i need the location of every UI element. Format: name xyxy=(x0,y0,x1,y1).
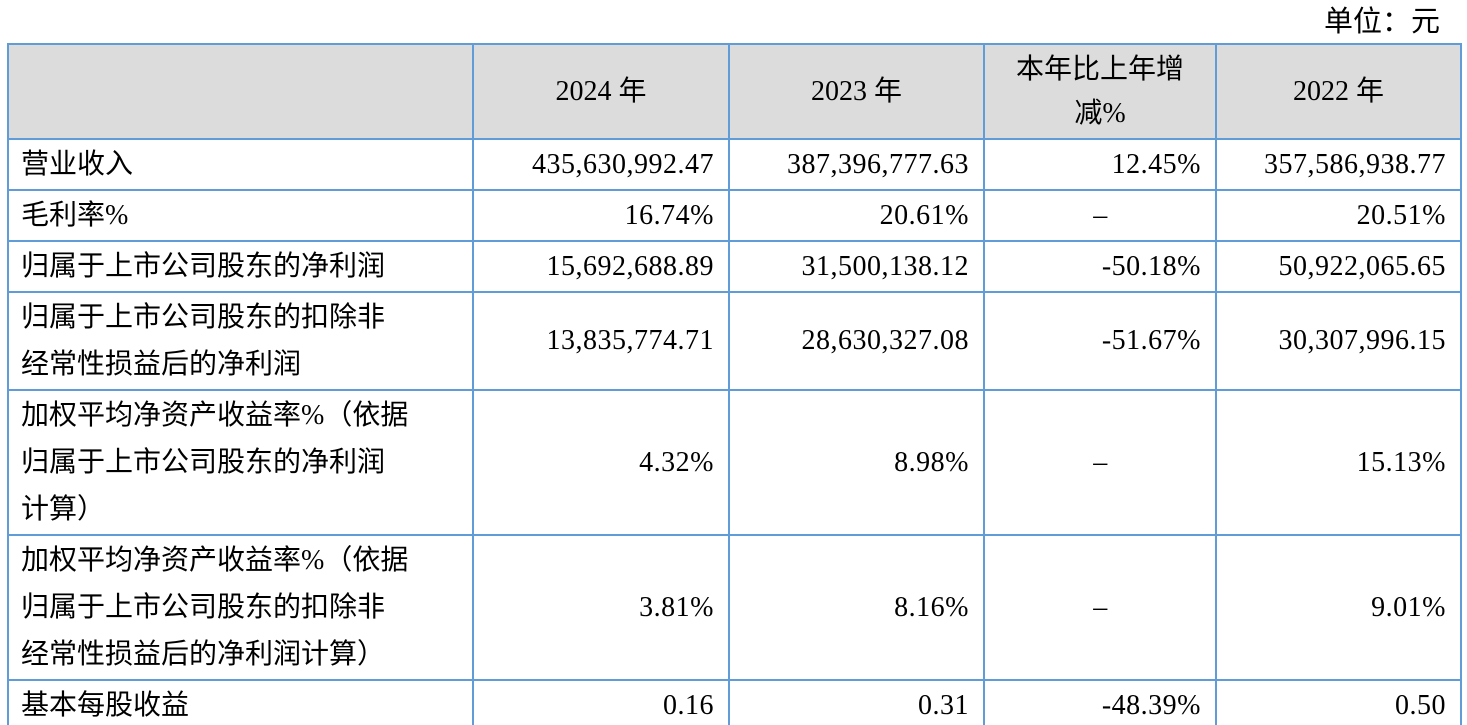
column-header-yoy-change: 本年比上年增 减% xyxy=(983,43,1217,140)
revenue-2023-value: 387,396,777.63 xyxy=(728,138,985,191)
table-row-weighted-roe-excl-nonrecurring: 加权平均净资产收益率%（依据 归属于上市公司股东的扣除非 经常性损益后的净利润计… xyxy=(7,534,1462,681)
net-profit-2023-value: 31,500,138.12 xyxy=(728,240,985,293)
gross-margin-yoy-value: – xyxy=(983,189,1217,242)
column-header-2022: 2022 年 xyxy=(1215,43,1462,140)
row-label-basic-eps: 基本每股收益 xyxy=(7,679,474,725)
net-profit-2024-value: 15,692,688.89 xyxy=(472,240,730,293)
net-profit-2022-value: 50,922,065.65 xyxy=(1215,240,1462,293)
net-profit-excl-yoy-value: -51.67% xyxy=(983,291,1217,391)
table-row-net-profit: 归属于上市公司股东的净利润 15,692,688.89 31,500,138.1… xyxy=(7,240,1462,293)
basic-eps-yoy-value: -48.39% xyxy=(983,679,1217,725)
column-header-2024: 2024 年 xyxy=(472,43,730,140)
basic-eps-2023-value: 0.31 xyxy=(728,679,985,725)
table-row-revenue: 营业收入 435,630,992.47 387,396,777.63 12.45… xyxy=(7,138,1462,191)
table-row-net-profit-excl-nonrecurring: 归属于上市公司股东的扣除非 经常性损益后的净利润 13,835,774.71 2… xyxy=(7,291,1462,391)
net-profit-excl-2022-value: 30,307,996.15 xyxy=(1215,291,1462,391)
row-label-net-profit-excl-nonrecurring: 归属于上市公司股东的扣除非 经常性损益后的净利润 xyxy=(7,291,474,391)
basic-eps-2022-value: 0.50 xyxy=(1215,679,1462,725)
table-row-weighted-roe: 加权平均净资产收益率%（依据 归属于上市公司股东的净利润 计算） 4.32% 8… xyxy=(7,389,1462,536)
revenue-yoy-value: 12.45% xyxy=(983,138,1217,191)
revenue-2022-value: 357,586,938.77 xyxy=(1215,138,1462,191)
row-label-weighted-roe-excl-nonrecurring: 加权平均净资产收益率%（依据 归属于上市公司股东的扣除非 经常性损益后的净利润计… xyxy=(7,534,474,681)
row-label-weighted-roe: 加权平均净资产收益率%（依据 归属于上市公司股东的净利润 计算） xyxy=(7,389,474,536)
gross-margin-2023-value: 20.61% xyxy=(728,189,985,242)
basic-eps-2024-value: 0.16 xyxy=(472,679,730,725)
unit-label: 单位：元 xyxy=(1323,6,1440,38)
row-label-revenue: 营业收入 xyxy=(7,138,474,191)
weighted-roe-excl-2024-value: 3.81% xyxy=(472,534,730,681)
weighted-roe-2024-value: 4.32% xyxy=(472,389,730,536)
revenue-2024-value: 435,630,992.47 xyxy=(472,138,730,191)
weighted-roe-excl-2023-value: 8.16% xyxy=(728,534,985,681)
column-header-2023: 2023 年 xyxy=(728,43,985,140)
table-header-row: 2024 年 2023 年 本年比上年增 减% 2022 年 xyxy=(7,43,1462,140)
weighted-roe-excl-2022-value: 9.01% xyxy=(1215,534,1462,681)
gross-margin-2024-value: 16.74% xyxy=(472,189,730,242)
weighted-roe-2022-value: 15.13% xyxy=(1215,389,1462,536)
net-profit-excl-2023-value: 28,630,327.08 xyxy=(728,291,985,391)
row-label-net-profit: 归属于上市公司股东的净利润 xyxy=(7,240,474,293)
column-header-blank xyxy=(7,43,474,140)
table-row-basic-eps: 基本每股收益 0.16 0.31 -48.39% 0.50 xyxy=(7,679,1462,725)
net-profit-excl-2024-value: 13,835,774.71 xyxy=(472,291,730,391)
table-row-gross-margin: 毛利率% 16.74% 20.61% – 20.51% xyxy=(7,189,1462,242)
weighted-roe-excl-yoy-value: – xyxy=(983,534,1217,681)
weighted-roe-2023-value: 8.98% xyxy=(728,389,985,536)
net-profit-yoy-value: -50.18% xyxy=(983,240,1217,293)
row-label-gross-margin: 毛利率% xyxy=(7,189,474,242)
weighted-roe-yoy-value: – xyxy=(983,389,1217,536)
gross-margin-2022-value: 20.51% xyxy=(1215,189,1462,242)
financial-summary-table: 2024 年 2023 年 本年比上年增 减% 2022 年 营业收入 435,… xyxy=(7,43,1462,725)
